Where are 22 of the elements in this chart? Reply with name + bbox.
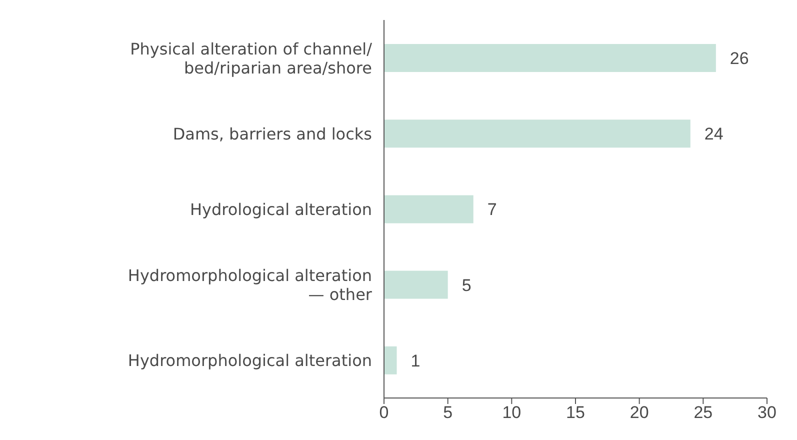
x-tick-label: 20 — [630, 403, 649, 422]
y-tick-label: Physical alteration of channel/ bed/riparian area/shore — [130, 38, 373, 77]
bar — [384, 346, 397, 374]
data-label: 26 — [730, 49, 749, 68]
data-label: 24 — [704, 124, 724, 144]
y-tick-label: Hydromorphological alteration — other — [128, 266, 372, 304]
x-tick-label: 30 — [758, 403, 776, 422]
x-tick-label: 10 — [502, 403, 522, 422]
data-label: 5 — [462, 276, 472, 295]
x-tick-label: 0 — [379, 403, 389, 422]
x-tick-label: 15 — [566, 403, 585, 422]
x-tick-label: 5 — [443, 403, 453, 422]
bar — [384, 195, 474, 224]
y-tick-label: Hydrological alteration — [190, 200, 372, 218]
bar — [384, 270, 448, 299]
y-tick-label: Hydromorphological alteration — [128, 350, 372, 370]
bar — [384, 44, 716, 72]
bar — [384, 120, 690, 148]
data-label: 1 — [410, 351, 420, 370]
x-tick-label: 25 — [694, 403, 713, 422]
y-tick-label: Dams, barriers and locks — [172, 124, 372, 143]
data-label: 7 — [487, 200, 497, 220]
